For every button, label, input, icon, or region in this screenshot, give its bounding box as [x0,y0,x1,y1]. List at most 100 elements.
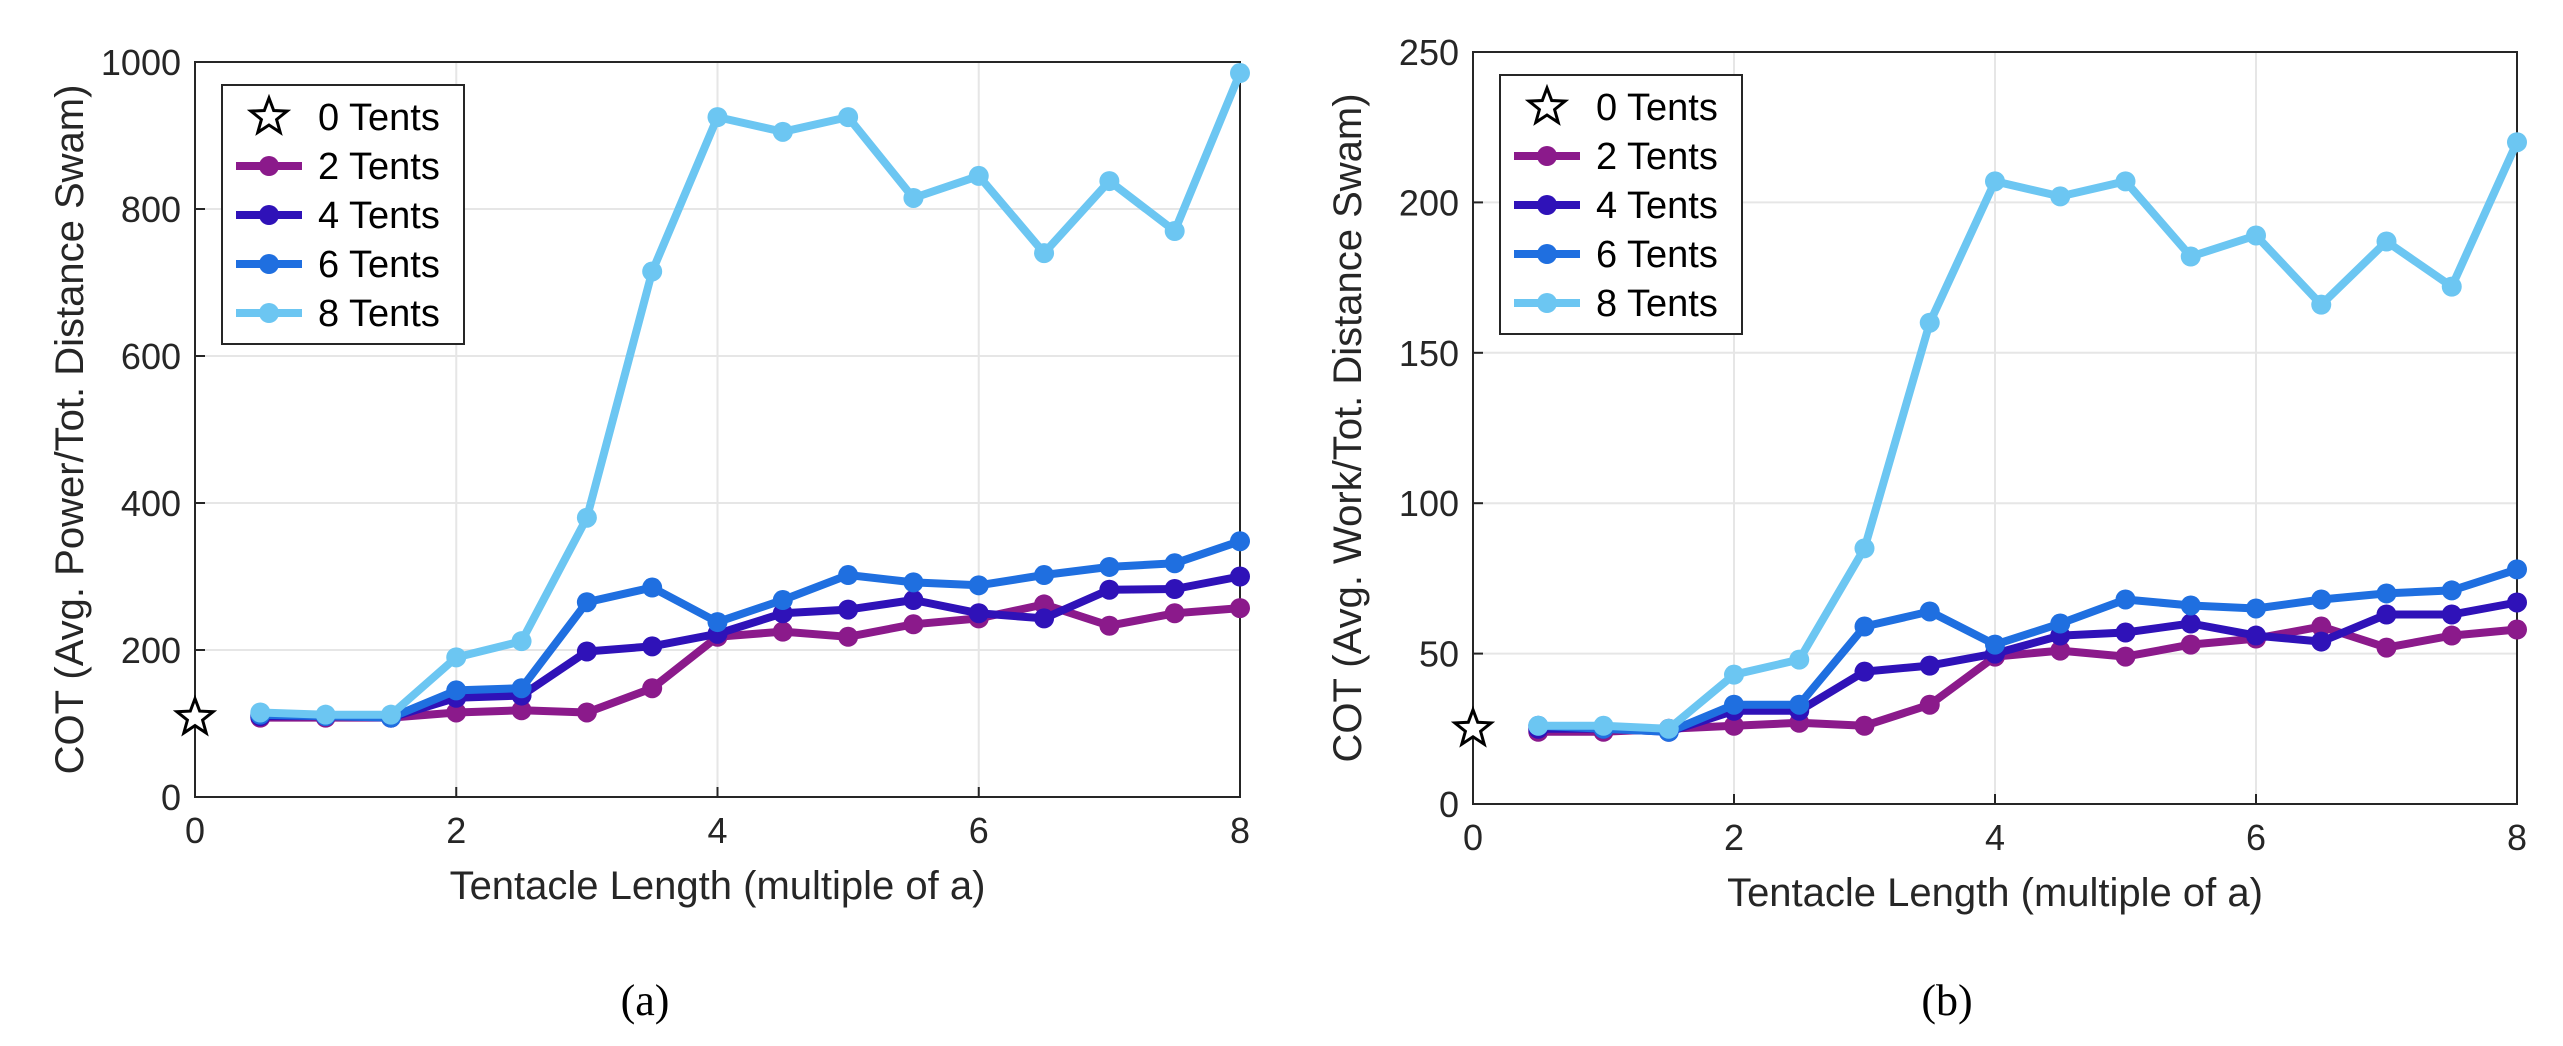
data-point [2507,619,2527,640]
data-point [772,590,793,611]
data-point [1789,694,1810,715]
data-point [1919,312,1940,333]
y-tick-label: 400 [121,483,181,524]
data-point [1034,565,1055,586]
y-tick-label: 1000 [101,42,181,83]
x-tick-label: 0 [185,810,205,851]
data-point [838,626,859,647]
data-point [1034,243,1055,264]
data-point [1854,661,1875,682]
data-point [1528,715,1549,736]
data-point [2115,589,2136,610]
data-point [772,121,793,142]
series-line [256,69,1244,719]
legend-label: 2 Tents [1596,136,1718,178]
data-point [2376,637,2397,658]
x-tick-label: 4 [1985,817,2005,858]
data-point [511,631,532,652]
data-point [642,261,663,282]
data-point [1985,171,2005,192]
data-point [1789,649,1810,670]
series-line [1534,138,2521,733]
x-tick-label: 6 [969,810,989,851]
data-point [446,647,467,668]
legend-marker-swatch [259,156,279,176]
data-point [576,641,597,662]
data-point [2441,604,2462,625]
data-point [2246,598,2266,619]
data-point [1724,694,1744,715]
data-point [1230,63,1250,84]
y-tick-label: 200 [1399,182,1459,223]
y-tick-label: 600 [121,336,181,377]
data-point [2441,276,2462,297]
legend-label: 8 Tents [1596,283,1718,325]
data-point [772,621,793,642]
legend-star-icon [1524,83,1570,126]
x-tick-label: 2 [446,810,466,851]
data-point [1230,531,1250,552]
data-point [1034,608,1055,629]
data-point [2311,294,2332,315]
data-point [2441,625,2462,646]
legend-label: 4 Tents [318,195,440,237]
data-point [2246,625,2266,646]
y-axis-label: COT (Avg. Work/Tot. Distance Swam) [1326,93,1370,762]
y-tick-label: 250 [1399,32,1459,73]
legend-marker-swatch [259,303,279,323]
data-point [2507,559,2527,580]
data-point [576,592,597,613]
data-point [2246,225,2266,246]
data-point [2115,171,2136,192]
data-point [968,603,989,624]
data-point [576,507,597,528]
data-point [2180,613,2201,634]
legend-marker-swatch [259,254,279,274]
x-tick-label: 4 [707,810,727,851]
data-point [968,165,989,186]
baseline-star-marker [1450,705,1496,748]
data-point [903,187,924,208]
data-point [2050,640,2071,661]
series-8-tents [1528,132,2527,739]
legend-label: 8 Tents [318,293,440,335]
legend: 0 Tents 2 Tents 4 Tents 6 Tents 8 Tents [1499,74,1743,335]
data-point [642,577,663,598]
data-point [968,575,989,596]
x-tick-label: 0 [1463,817,1483,858]
x-tick-label: 8 [2507,817,2527,858]
y-axis-label: COT (Avg. Power/Tot. Distance Swam) [48,85,92,775]
y-tick-label: 200 [121,630,181,671]
legend: 0 Tents 2 Tents 4 Tents 6 Tents 8 Tents [221,84,465,345]
data-point [1985,634,2005,655]
y-tick-label: 150 [1399,333,1459,374]
panel-caption: (a) [621,976,670,1025]
legend-label: 6 Tents [1596,234,1718,276]
data-point [511,700,532,721]
data-point [1099,556,1120,577]
data-point [2180,595,2201,616]
y-tick-label: 100 [1399,483,1459,524]
chart-panel-a: 0 2 4 6 8 0 200 400 600 800 1000 Tentacle Length (m… [48,42,1250,1025]
data-point [642,678,663,699]
data-point [2507,592,2527,613]
data-point [1658,718,1679,739]
legend-label: 4 Tents [1596,185,1718,227]
data-point [2180,246,2201,267]
x-axis-label: Tentacle Length (multiple of a) [450,864,986,908]
legend-marker-swatch [259,205,279,225]
data-point [2376,604,2397,625]
data-point [1230,566,1250,587]
data-point [838,107,859,128]
data-point [2115,622,2136,643]
data-point [446,702,467,723]
chart-panel-b: 0 2 4 6 8 0 50 100 150 200 250 Tentacle Length (mul… [1326,32,2527,1025]
data-point [1724,664,1744,685]
data-point [315,704,336,725]
legend-label: 0 Tents [1596,87,1718,129]
data-point [903,572,924,593]
data-point [1164,221,1185,242]
data-point [576,702,597,723]
panel-caption: (b) [1921,976,1972,1025]
